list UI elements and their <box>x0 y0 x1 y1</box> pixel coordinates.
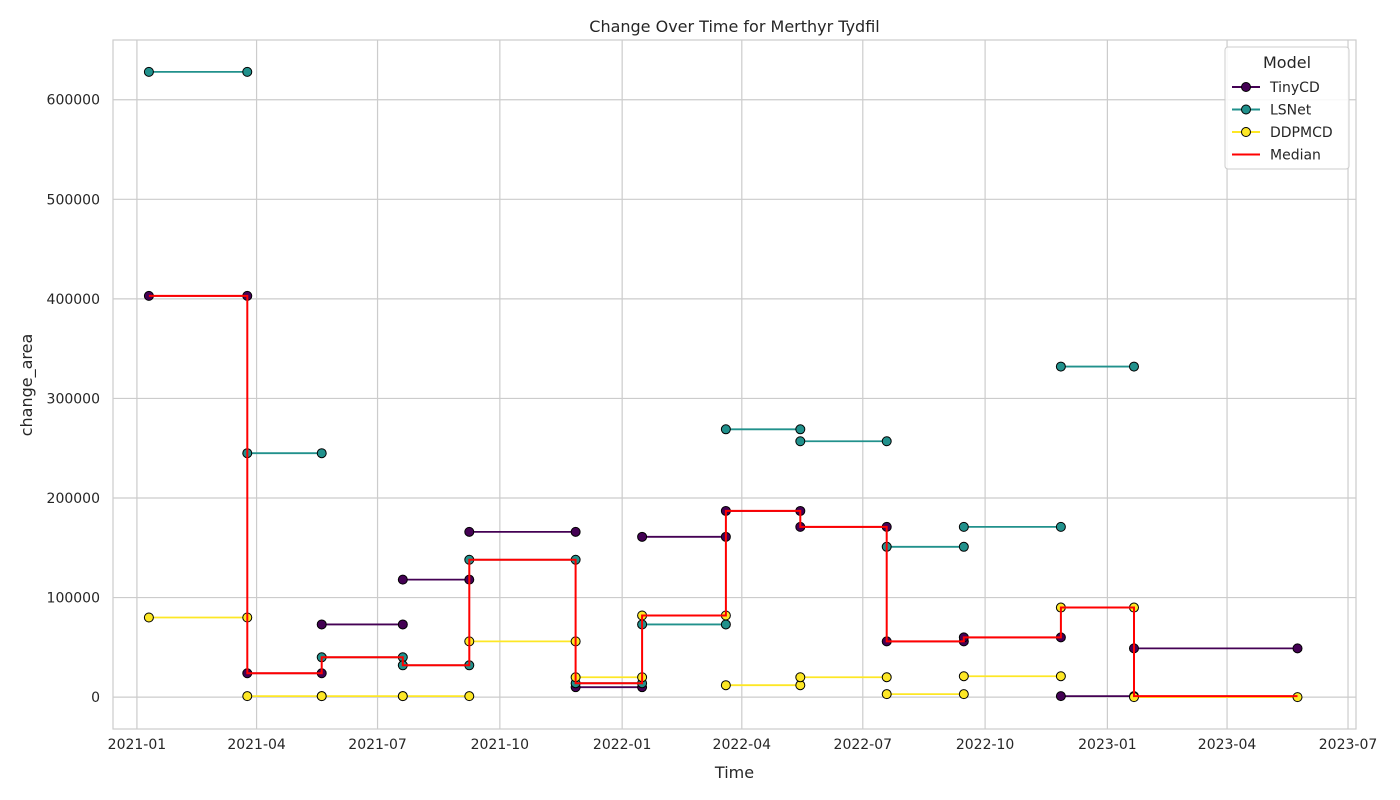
x-tick-label: 2021-07 <box>348 737 407 753</box>
x-tick-label: 2022-07 <box>834 737 893 753</box>
x-tick-label: 2023-01 <box>1078 737 1137 753</box>
x-tick-labels: 2021-01 2021-04 2021-07 2021-10 2022-01 2022-… <box>108 737 1378 753</box>
x-tick-label: 2023-07 <box>1319 737 1378 753</box>
x-tick-label: 2022-04 <box>713 737 772 753</box>
legend-label: TinyCD <box>1269 80 1320 96</box>
point-lsnet <box>1128 361 1139 372</box>
y-tick-label: 400000 <box>47 292 100 308</box>
legend-entry-ddpmcd: DDPMCD <box>1232 125 1333 141</box>
x-tick-label: 2021-04 <box>227 737 286 753</box>
point-tinycd <box>637 531 648 542</box>
y-tick-label: 100000 <box>47 591 100 607</box>
x-tick-label: 2021-10 <box>471 737 530 753</box>
legend-swatch-marker <box>1241 104 1251 115</box>
y-tick-labels: 0 100000 200000 300000 400000 500000 600000 <box>47 93 100 706</box>
point-tinycd <box>570 526 581 537</box>
point-lsnet <box>242 66 253 77</box>
point-lsnet <box>720 619 731 630</box>
point-lsnet <box>958 521 969 532</box>
point-ddpmcd <box>316 691 327 702</box>
legend: Model TinyCD LSNet DDPMCD Median <box>1224 46 1350 170</box>
legend-label: Median <box>1270 148 1321 164</box>
y-tick-label: 500000 <box>47 192 100 208</box>
y-axis-label: change_area <box>17 334 37 437</box>
legend-label: DDPMCD <box>1270 125 1333 141</box>
legend-frame <box>1224 46 1350 170</box>
point-lsnet <box>143 66 154 77</box>
point-lsnet <box>958 541 969 552</box>
x-axis-label: Time <box>714 763 754 782</box>
point-lsnet <box>795 436 806 447</box>
point-ddpmcd <box>720 680 731 691</box>
chart-title: Change Over Time for Merthyr Tydfil <box>589 17 879 36</box>
x-tick-label: 2021-01 <box>108 737 167 753</box>
series-ddpmcd <box>143 602 1303 703</box>
point-lsnet <box>1055 361 1066 372</box>
point-lsnet <box>1055 521 1066 532</box>
x-tick-label: 2022-01 <box>593 737 652 753</box>
point-ddpmcd <box>958 671 969 682</box>
series-median <box>148 294 1298 698</box>
x-tick-label: 2023-04 <box>1198 737 1257 753</box>
legend-entry-lsnet: LSNet <box>1232 103 1312 119</box>
point-tinycd <box>1055 691 1066 702</box>
point-lsnet <box>795 424 806 435</box>
point-tinycd <box>316 619 327 630</box>
point-tinycd <box>464 526 475 537</box>
legend-swatch-marker <box>1241 82 1251 92</box>
point-tinycd <box>397 574 408 585</box>
legend-entry-median: Median <box>1232 148 1321 164</box>
legend-entries: TinyCD LSNet DDPMCD Median <box>1232 80 1333 164</box>
point-tinycd <box>1292 643 1303 654</box>
point-ddpmcd <box>1292 692 1303 703</box>
plot-frame <box>112 39 1357 730</box>
point-ddpmcd <box>795 672 806 683</box>
x-tick-label: 2022-10 <box>956 737 1015 753</box>
legend-title: Model <box>1263 53 1311 72</box>
point-ddpmcd <box>958 689 969 700</box>
point-ddpmcd <box>1055 671 1066 682</box>
legend-entry-tinycd: TinyCD <box>1232 80 1320 96</box>
series-layer <box>143 66 1303 703</box>
point-tinycd <box>397 619 408 630</box>
point-lsnet <box>720 424 731 435</box>
point-lsnet <box>881 436 892 447</box>
point-lsnet <box>316 448 327 459</box>
y-tick-label: 600000 <box>47 93 100 109</box>
y-tick-label: 0 <box>91 690 100 706</box>
y-tick-label: 300000 <box>47 391 100 407</box>
point-ddpmcd <box>464 691 475 702</box>
legend-label: LSNet <box>1270 103 1312 119</box>
series-line-median <box>148 294 1298 698</box>
point-ddpmcd <box>881 689 892 700</box>
point-ddpmcd <box>143 612 154 623</box>
point-ddpmcd <box>881 672 892 683</box>
y-tick-label: 200000 <box>47 491 100 507</box>
point-ddpmcd <box>242 691 253 702</box>
legend-swatch-marker <box>1241 127 1251 137</box>
point-ddpmcd <box>397 691 408 702</box>
